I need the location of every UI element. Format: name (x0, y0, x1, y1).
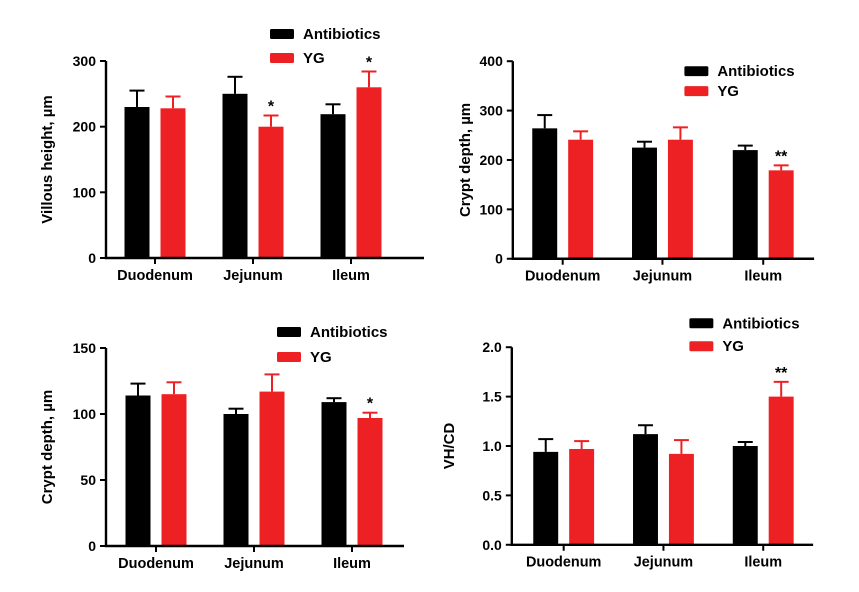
chart-villous-height: * * 0 100 200 300 Duodenum Jejunum Ileum Villous … (39, 26, 424, 284)
y-axis-title: Villous height, µm (39, 95, 56, 223)
bar-yg-ileum (768, 396, 794, 545)
category-label-jejunum: Jejunum (224, 556, 284, 572)
bar-antibiotics-duodenum (124, 107, 150, 258)
legend-swatch-yg (270, 53, 294, 63)
bar-yg-duodenum (569, 448, 595, 545)
significance-marker-jejunum: * (268, 99, 275, 116)
legend-swatch-yg (689, 341, 714, 352)
bar-antibiotics-jejunum (632, 147, 657, 259)
bar-antibiotics-ileum (320, 114, 346, 258)
legend-label-antibiotics: Antibiotics (310, 324, 388, 341)
y-tick-label: 0.5 (482, 487, 502, 503)
significance-marker-ileum: ** (775, 365, 788, 382)
legend-swatch-yg (277, 352, 301, 362)
category-label-jejunum: Jejunum (633, 269, 692, 285)
category-label-duodenum: Duodenum (525, 269, 600, 285)
legend-swatch-antibiotics (277, 327, 301, 337)
category-label-ileum: Ileum (744, 555, 782, 571)
y-tick-label: 1.0 (482, 438, 502, 454)
bar-antibiotics-jejunum (223, 414, 249, 546)
chart-crypt-depth-upper: ** 0 100 200 300 400 Duodenum Jejunum Ileum Crypt… (457, 53, 815, 285)
category-label-ileum: Ileum (333, 556, 371, 572)
legend-swatch-antibiotics (689, 318, 714, 329)
bar-antibiotics-ileum (732, 150, 758, 259)
bar-antibiotics-ileum (732, 445, 758, 545)
category-label-duodenum: Duodenum (118, 556, 194, 572)
bar-yg-jejunum (667, 139, 693, 259)
bar-yg-duodenum (568, 139, 594, 259)
y-tick-label: 0 (88, 538, 96, 554)
category-label-jejunum: Jejunum (223, 268, 283, 284)
chart-vh-cd-ratio: ** 0.0 0.5 1.0 1.5 2.0 Duodenum Jejunum Ileum VH/… (441, 315, 814, 571)
legend-label-antibiotics: Antibiotics (717, 63, 794, 80)
bar-yg-ileum (768, 170, 794, 259)
panel-crypt-depth-lower: * 0 50 100 150 Duodenum Jejunum Ileum Crypt dept… (0, 296, 430, 592)
legend-label-yg: YG (303, 50, 325, 67)
bar-yg-jejunum (259, 391, 285, 546)
bar-antibiotics-jejunum (633, 434, 658, 545)
legend-label-antibiotics: Antibiotics (722, 315, 799, 332)
y-tick-label: 400 (480, 53, 504, 69)
y-tick-label: 0 (88, 250, 96, 266)
y-axis-title: Crypt depth, µm (39, 390, 56, 504)
y-tick-label: 1.5 (482, 389, 502, 405)
y-tick-label: 100 (480, 201, 504, 217)
bar-antibiotics-duodenum (125, 395, 151, 546)
y-tick-label: 50 (80, 472, 96, 488)
y-axis-title: Crypt depth, µm (457, 103, 474, 217)
bar-antibiotics-ileum (321, 402, 347, 546)
bar-yg-ileum (356, 87, 382, 258)
bar-yg-duodenum (160, 108, 186, 258)
bar-antibiotics-duodenum (532, 128, 558, 259)
y-axis-title: VH/CD (441, 423, 458, 470)
y-tick-label: 100 (73, 406, 97, 422)
legend-label-yg: YG (310, 349, 332, 366)
y-tick-label: 0.0 (482, 537, 502, 553)
bar-antibiotics-jejunum (222, 93, 248, 258)
y-tick-label: 150 (73, 340, 97, 356)
bar-yg-jejunum (668, 453, 694, 545)
significance-marker-ileum: ** (775, 148, 788, 165)
panel-crypt-depth-upper: ** 0 100 200 300 400 Duodenum Jejunum Ileum Crypt… (430, 0, 859, 296)
bar-yg-ileum (357, 418, 383, 546)
y-tick-label: 200 (73, 119, 97, 135)
bar-yg-jejunum (258, 126, 284, 258)
panel-vh-cd-ratio: ** 0.0 0.5 1.0 1.5 2.0 Duodenum Jejunum Ileum VH/… (430, 296, 859, 592)
category-label-ileum: Ileum (332, 268, 370, 284)
y-tick-label: 2.0 (482, 339, 502, 355)
category-label-ileum: Ileum (744, 269, 782, 285)
legend-swatch-yg (684, 86, 709, 97)
category-label-duodenum: Duodenum (526, 555, 601, 571)
y-tick-label: 200 (480, 152, 504, 168)
significance-marker-ileum: * (366, 55, 373, 72)
y-tick-label: 100 (73, 184, 97, 200)
panel-villous-height: * * 0 100 200 300 Duodenum Jejunum Ileum Villous … (0, 0, 430, 296)
y-tick-label: 300 (73, 53, 97, 69)
chart-crypt-depth-lower: * 0 50 100 150 Duodenum Jejunum Ileum Crypt dept… (39, 324, 404, 572)
y-tick-label: 0 (495, 251, 503, 267)
legend-label-antibiotics: Antibiotics (303, 26, 381, 43)
significance-marker-ileum: * (367, 396, 374, 413)
legend-label-yg: YG (722, 338, 744, 355)
bar-yg-duodenum (161, 394, 187, 546)
legend-swatch-antibiotics (684, 66, 709, 77)
category-label-jejunum: Jejunum (634, 555, 693, 571)
category-label-duodenum: Duodenum (117, 268, 193, 284)
bar-antibiotics-duodenum (533, 451, 559, 545)
legend-swatch-antibiotics (270, 29, 294, 39)
y-tick-label: 300 (480, 103, 504, 119)
legend-label-yg: YG (717, 83, 739, 100)
